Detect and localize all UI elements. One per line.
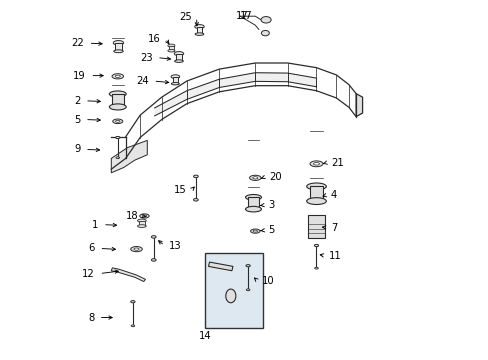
Ellipse shape (140, 214, 149, 218)
Text: 16: 16 (148, 33, 161, 44)
Ellipse shape (313, 162, 319, 165)
Ellipse shape (142, 215, 146, 217)
Ellipse shape (252, 177, 257, 179)
Text: 5: 5 (74, 114, 81, 125)
Ellipse shape (115, 136, 120, 139)
Ellipse shape (193, 175, 198, 177)
Polygon shape (255, 73, 287, 82)
Ellipse shape (167, 44, 175, 47)
Ellipse shape (109, 91, 126, 97)
Bar (176, 54, 182, 61)
Polygon shape (111, 140, 147, 173)
Ellipse shape (130, 301, 135, 303)
Text: 19: 19 (73, 71, 86, 81)
Text: 3: 3 (267, 200, 274, 210)
Text: 5: 5 (267, 225, 274, 235)
Text: 22: 22 (71, 38, 84, 48)
Bar (115, 43, 122, 51)
Text: 20: 20 (268, 172, 281, 182)
Ellipse shape (167, 49, 175, 52)
Ellipse shape (195, 33, 203, 35)
Ellipse shape (245, 206, 261, 212)
Ellipse shape (261, 31, 269, 36)
Text: 8: 8 (88, 312, 94, 323)
Ellipse shape (113, 119, 122, 123)
Ellipse shape (174, 60, 183, 62)
Text: 7: 7 (330, 222, 337, 233)
Text: 25: 25 (179, 12, 192, 22)
Ellipse shape (151, 258, 156, 261)
Ellipse shape (171, 82, 179, 85)
Polygon shape (111, 268, 145, 282)
Text: 10: 10 (261, 276, 274, 286)
Bar (307, 215, 325, 238)
Text: 11: 11 (328, 251, 341, 261)
Polygon shape (186, 79, 219, 99)
Ellipse shape (115, 75, 120, 77)
Ellipse shape (137, 219, 146, 222)
Polygon shape (287, 73, 316, 87)
Ellipse shape (245, 265, 250, 267)
Text: 17: 17 (240, 11, 252, 21)
Polygon shape (219, 73, 255, 87)
Ellipse shape (114, 50, 123, 53)
Ellipse shape (306, 198, 325, 204)
Text: 14: 14 (198, 330, 211, 341)
Text: 6: 6 (88, 243, 95, 253)
Ellipse shape (194, 24, 204, 29)
Text: 1: 1 (92, 220, 99, 230)
Ellipse shape (174, 51, 183, 56)
Text: 17: 17 (235, 11, 248, 21)
Ellipse shape (113, 41, 123, 45)
Ellipse shape (314, 267, 318, 269)
FancyBboxPatch shape (204, 253, 262, 328)
Bar (172, 77, 178, 84)
Bar (309, 186, 323, 201)
Ellipse shape (306, 183, 325, 190)
Text: 13: 13 (168, 240, 181, 251)
Ellipse shape (314, 244, 318, 247)
Bar (247, 197, 259, 209)
Polygon shape (355, 94, 362, 117)
Text: 9: 9 (74, 144, 81, 154)
Ellipse shape (130, 247, 142, 252)
Ellipse shape (250, 229, 260, 233)
Bar (196, 27, 202, 34)
Bar (139, 221, 144, 226)
Ellipse shape (109, 104, 126, 110)
Text: 12: 12 (82, 269, 95, 279)
Text: 18: 18 (125, 211, 138, 221)
Text: 21: 21 (330, 158, 343, 168)
Polygon shape (154, 91, 186, 116)
Ellipse shape (245, 194, 261, 200)
Ellipse shape (309, 161, 322, 167)
Bar (112, 94, 123, 107)
Text: 24: 24 (136, 76, 149, 86)
Text: 4: 4 (330, 190, 336, 200)
Ellipse shape (137, 225, 146, 228)
Ellipse shape (112, 74, 123, 79)
Ellipse shape (246, 289, 249, 291)
Ellipse shape (115, 120, 120, 122)
Polygon shape (208, 262, 232, 271)
Ellipse shape (253, 230, 257, 232)
Ellipse shape (131, 325, 134, 327)
Ellipse shape (225, 289, 235, 303)
Text: 2: 2 (74, 96, 81, 106)
Ellipse shape (249, 175, 261, 180)
Text: 23: 23 (140, 53, 152, 63)
Bar (169, 46, 173, 51)
Ellipse shape (151, 235, 156, 238)
Ellipse shape (134, 248, 139, 250)
Text: 15: 15 (174, 185, 186, 195)
Ellipse shape (171, 75, 179, 78)
Ellipse shape (261, 17, 270, 23)
Ellipse shape (193, 199, 198, 201)
Ellipse shape (116, 157, 120, 158)
